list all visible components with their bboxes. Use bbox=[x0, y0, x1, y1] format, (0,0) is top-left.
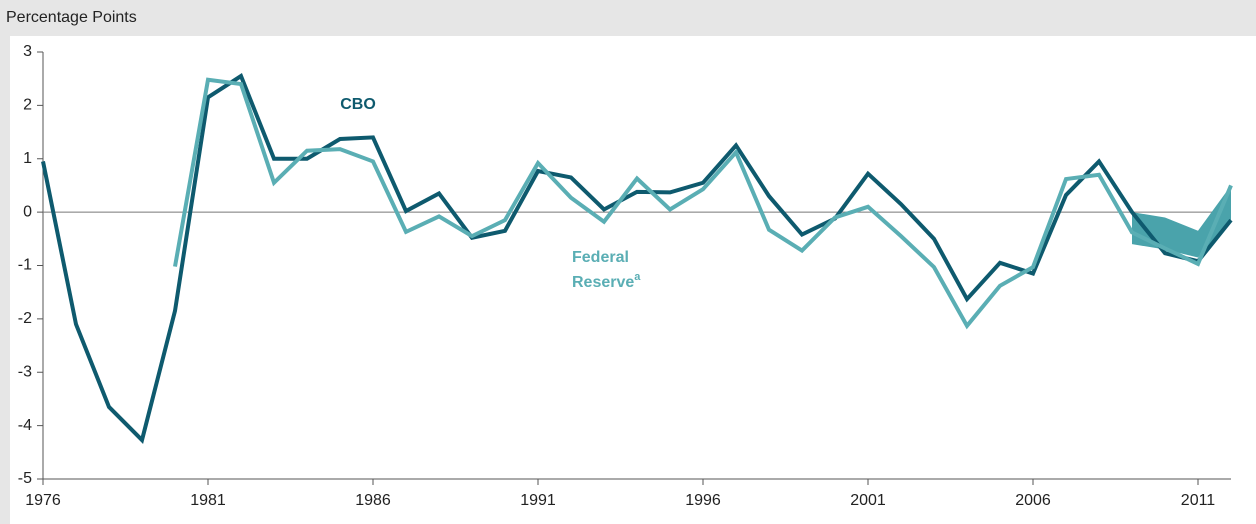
note-marker: a bbox=[634, 271, 641, 283]
y-tick-label: 3 bbox=[23, 43, 32, 60]
label-line: Federal bbox=[572, 249, 629, 266]
plot-panel bbox=[10, 36, 1256, 524]
y-tick-label: 0 bbox=[23, 203, 32, 220]
label-line: Reserve bbox=[572, 274, 634, 291]
x-tick-label: 1976 bbox=[25, 492, 61, 509]
x-tick-label: 2001 bbox=[850, 492, 886, 509]
x-tick-label: 2006 bbox=[1015, 492, 1051, 509]
x-tick-label: 1996 bbox=[685, 492, 721, 509]
x-tick-label: 2011 bbox=[1181, 492, 1216, 509]
series-line bbox=[41, 73, 1233, 444]
y-axis-label: Percentage Points bbox=[6, 9, 137, 26]
series-label: CBO bbox=[340, 96, 376, 113]
x-tick-label: 1981 bbox=[190, 492, 226, 509]
series-line bbox=[173, 77, 1233, 330]
x-tick-label: 1986 bbox=[355, 492, 391, 509]
y-tick-label: 1 bbox=[23, 150, 32, 167]
y-tick-label: -5 bbox=[18, 470, 32, 487]
y-tick-label: 2 bbox=[23, 97, 32, 114]
series-label: Federal Reservea bbox=[572, 249, 641, 291]
y-tick-label: -1 bbox=[18, 257, 32, 274]
y-tick-label: -3 bbox=[18, 363, 32, 380]
y-tick-label: -2 bbox=[18, 310, 32, 327]
x-tick-label: 1991 bbox=[520, 492, 556, 509]
y-tick-label: -4 bbox=[18, 417, 32, 434]
